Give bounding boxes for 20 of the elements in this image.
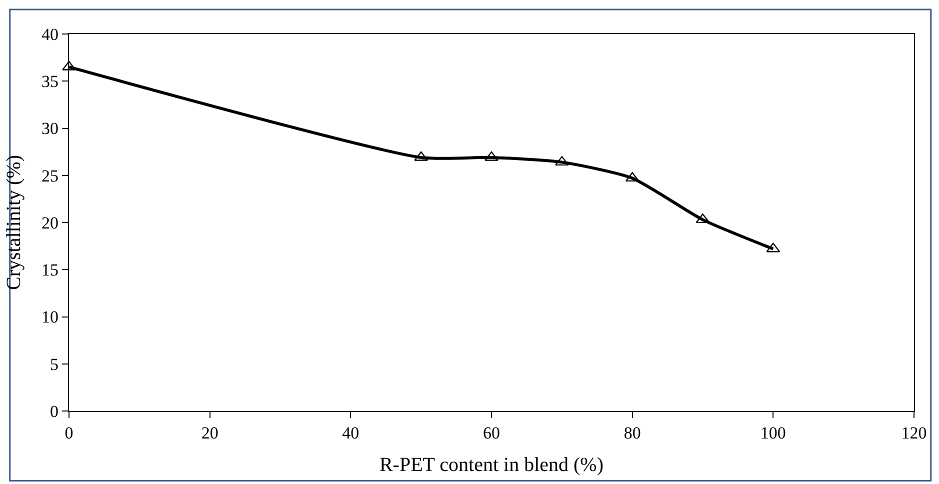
y-tick-label: 5: [50, 354, 58, 374]
x-tick-label: 120: [901, 424, 927, 443]
y-tick-label: 10: [41, 308, 58, 327]
y-tick-label: 40: [41, 24, 58, 44]
point: [62, 60, 76, 70]
x-tick-label: 100: [760, 424, 786, 443]
y-tick-label: 20: [41, 213, 58, 232]
y-axis-title: Crystallinity (%): [2, 155, 25, 290]
y-tick-label: 30: [41, 119, 58, 138]
y-tick-label: 35: [41, 72, 58, 92]
y-tick-label: 0: [50, 402, 58, 421]
point: [484, 151, 498, 161]
x-axis-title: R-PET content in blend (%): [379, 454, 604, 476]
y-tick-label: 25: [41, 166, 58, 186]
x-tick-label: 0: [64, 424, 74, 443]
x-tick-label: 40: [342, 424, 360, 443]
x-tick-label: 60: [483, 424, 500, 443]
y-tick-label: 15: [41, 260, 58, 280]
x-tick-label: 20: [201, 424, 218, 443]
x-tick-label: 80: [624, 424, 641, 443]
